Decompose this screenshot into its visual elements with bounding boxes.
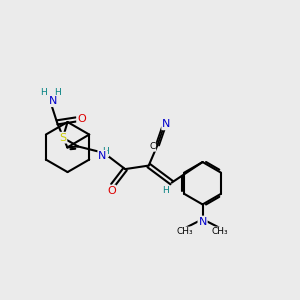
Text: O: O xyxy=(77,114,86,124)
Text: N: N xyxy=(98,151,107,161)
Text: S: S xyxy=(59,133,66,143)
Text: CH₃: CH₃ xyxy=(212,227,229,236)
Text: C: C xyxy=(149,142,155,151)
Text: H: H xyxy=(162,186,169,195)
Text: N: N xyxy=(48,96,57,106)
Text: H: H xyxy=(102,147,109,156)
Text: H: H xyxy=(54,88,61,98)
Text: N: N xyxy=(162,119,170,129)
Text: H: H xyxy=(40,88,47,98)
Text: CH₃: CH₃ xyxy=(177,227,193,236)
Text: O: O xyxy=(107,186,116,196)
Text: N: N xyxy=(198,217,207,226)
